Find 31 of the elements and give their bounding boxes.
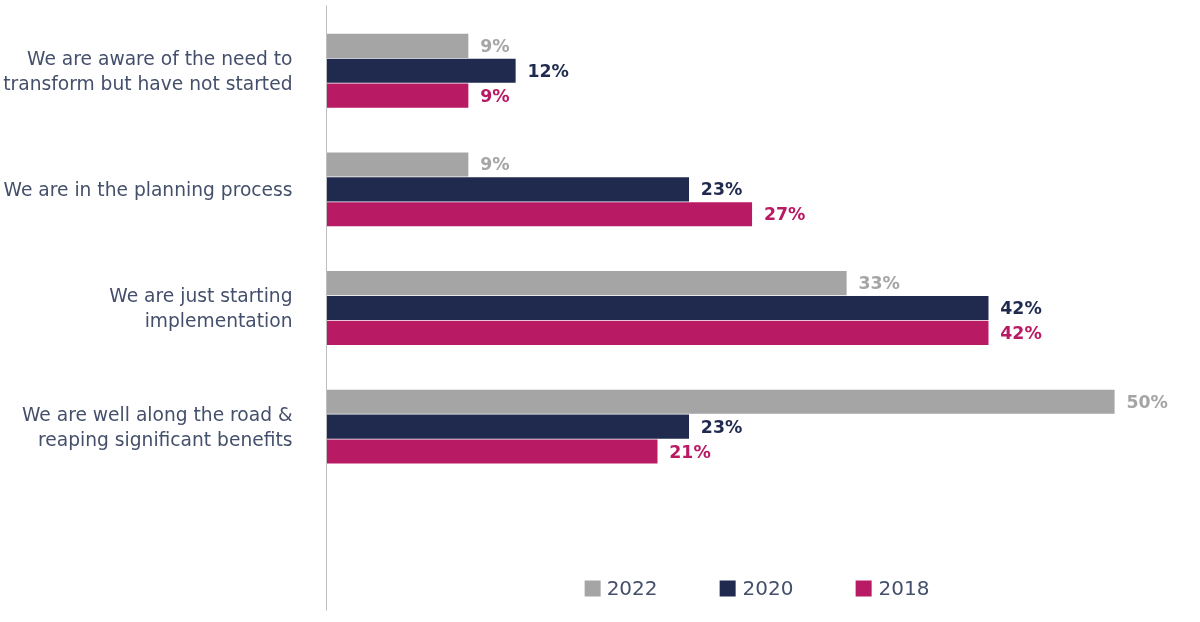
data-label: 9% (480, 85, 510, 106)
bar (326, 83, 469, 108)
bar (326, 58, 516, 83)
data-label: 27% (763, 204, 806, 225)
data-label: 23% (700, 416, 743, 437)
data-label: 42% (1000, 298, 1042, 318)
data-label: 21% (669, 441, 711, 462)
legend-label: 2020 (742, 576, 794, 600)
data-label: 50% (1126, 391, 1168, 412)
y-tick-label: We are aware of the need to transform but have not started (3, 47, 293, 94)
data-label: 9% (480, 154, 510, 175)
data-label: 12% (527, 60, 569, 81)
y-tick-label: We are just starting implementation (109, 284, 293, 332)
bar (326, 33, 469, 58)
legend-label: 2022 (606, 576, 658, 600)
data-label: 23% (700, 179, 743, 200)
data-label: 9% (480, 35, 510, 56)
data-label: 42% (1000, 322, 1042, 343)
bar (326, 439, 658, 464)
legend-label: 2018 (878, 576, 930, 600)
bar (326, 389, 1115, 414)
data-label: 33% (858, 273, 900, 294)
bar (326, 202, 753, 227)
bar (326, 414, 690, 439)
bar (326, 271, 847, 296)
bar (326, 152, 469, 177)
y-tick-label: We are in the planning process (3, 178, 293, 200)
bar (326, 177, 690, 202)
y-tick-label: We are well along the road & reaping significant benefits (22, 403, 293, 450)
bar (326, 295, 989, 321)
bar (326, 320, 989, 345)
